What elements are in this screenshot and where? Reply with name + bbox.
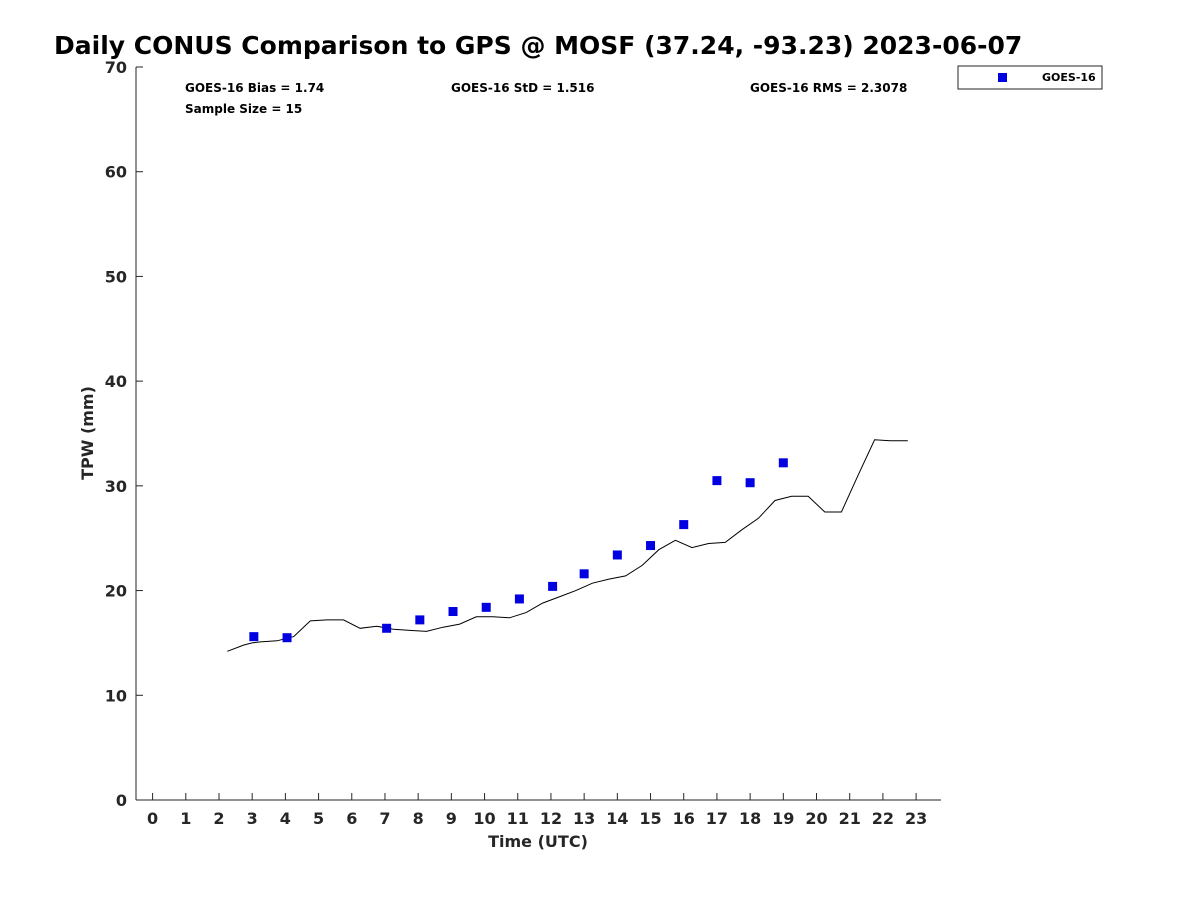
x-tick-label: 4	[280, 809, 291, 828]
x-tick-label: 17	[706, 809, 728, 828]
y-tick-label: 20	[105, 582, 127, 601]
x-tick-label: 2	[213, 809, 224, 828]
x-tick-label: 6	[346, 809, 357, 828]
x-axis-label: Time (UTC)	[488, 832, 588, 851]
goes16-scatter-series	[249, 458, 788, 643]
goes16-point	[778, 458, 788, 468]
x-tick-label: 13	[573, 809, 595, 828]
x-tick-label: 21	[839, 809, 861, 828]
gps-tpw-line	[227, 439, 908, 652]
goes16-point	[249, 632, 259, 642]
goes16-point	[448, 607, 458, 617]
x-tick-label: 23	[905, 809, 927, 828]
legend-label: GOES-16	[1042, 71, 1096, 84]
stat-bias: GOES-16 Bias = 1.74	[185, 81, 324, 95]
x-tick-label: 12	[540, 809, 562, 828]
legend: GOES-16	[957, 65, 1103, 90]
x-tick-label: 3	[247, 809, 258, 828]
legend-box	[957, 65, 1103, 90]
x-tick-label: 22	[872, 809, 894, 828]
goes16-point	[712, 476, 722, 486]
x-tick-label: 7	[379, 809, 390, 828]
stat-rms: GOES-16 RMS = 2.3078	[750, 81, 907, 95]
x-tick-label: 1	[180, 809, 191, 828]
y-tick-label: 50	[105, 267, 127, 286]
goes16-point	[382, 623, 392, 633]
x-tick-label: 16	[673, 809, 695, 828]
goes16-point	[579, 569, 589, 579]
goes16-point	[548, 581, 558, 591]
chart-title: Daily CONUS Comparison to GPS @ MOSF (37…	[54, 31, 1022, 60]
x-tick-label: 18	[739, 809, 761, 828]
legend-marker	[998, 73, 1007, 82]
y-tick-label: 10	[105, 686, 127, 705]
goes16-point	[612, 550, 622, 560]
goes16-point	[514, 594, 524, 604]
x-tick-label: 0	[147, 809, 158, 828]
y-axis-label: TPW (mm)	[78, 386, 97, 480]
x-tick-label: 20	[805, 809, 827, 828]
x-ticks: 0 1 2 3 4 5 6 7 8 9 10 11 12 13 14 15 16 17 18 19 20 21 22 23	[147, 793, 927, 828]
axes	[135, 67, 941, 801]
x-tick-label: 19	[772, 809, 794, 828]
x-tick-label: 14	[606, 809, 628, 828]
goes16-point	[679, 520, 689, 530]
gps-line-series	[227, 439, 908, 652]
goes16-point	[481, 602, 491, 612]
stat-sample-size: Sample Size = 15	[185, 102, 302, 116]
y-tick-label: 40	[105, 372, 127, 391]
y-tick-label: 60	[105, 163, 127, 182]
goes16-point	[282, 633, 292, 643]
y-tick-label: 70	[105, 58, 127, 77]
y-tick-label: 30	[105, 477, 127, 496]
stats-annotations: GOES-16 Bias = 1.74 GOES-16 StD = 1.516 …	[185, 81, 907, 116]
x-tick-label: 9	[446, 809, 457, 828]
x-tick-label: 15	[639, 809, 661, 828]
x-tick-label: 5	[313, 809, 324, 828]
goes16-point	[415, 615, 425, 625]
goes16-point	[646, 541, 656, 551]
y-ticks: 0 10 20 30 40 50 60 70	[105, 58, 143, 810]
y-tick-label: 0	[116, 791, 127, 810]
x-tick-label: 10	[473, 809, 495, 828]
x-tick-label: 8	[413, 809, 424, 828]
x-tick-label: 11	[507, 809, 529, 828]
stat-std: GOES-16 StD = 1.516	[451, 81, 594, 95]
goes16-point	[745, 478, 755, 488]
